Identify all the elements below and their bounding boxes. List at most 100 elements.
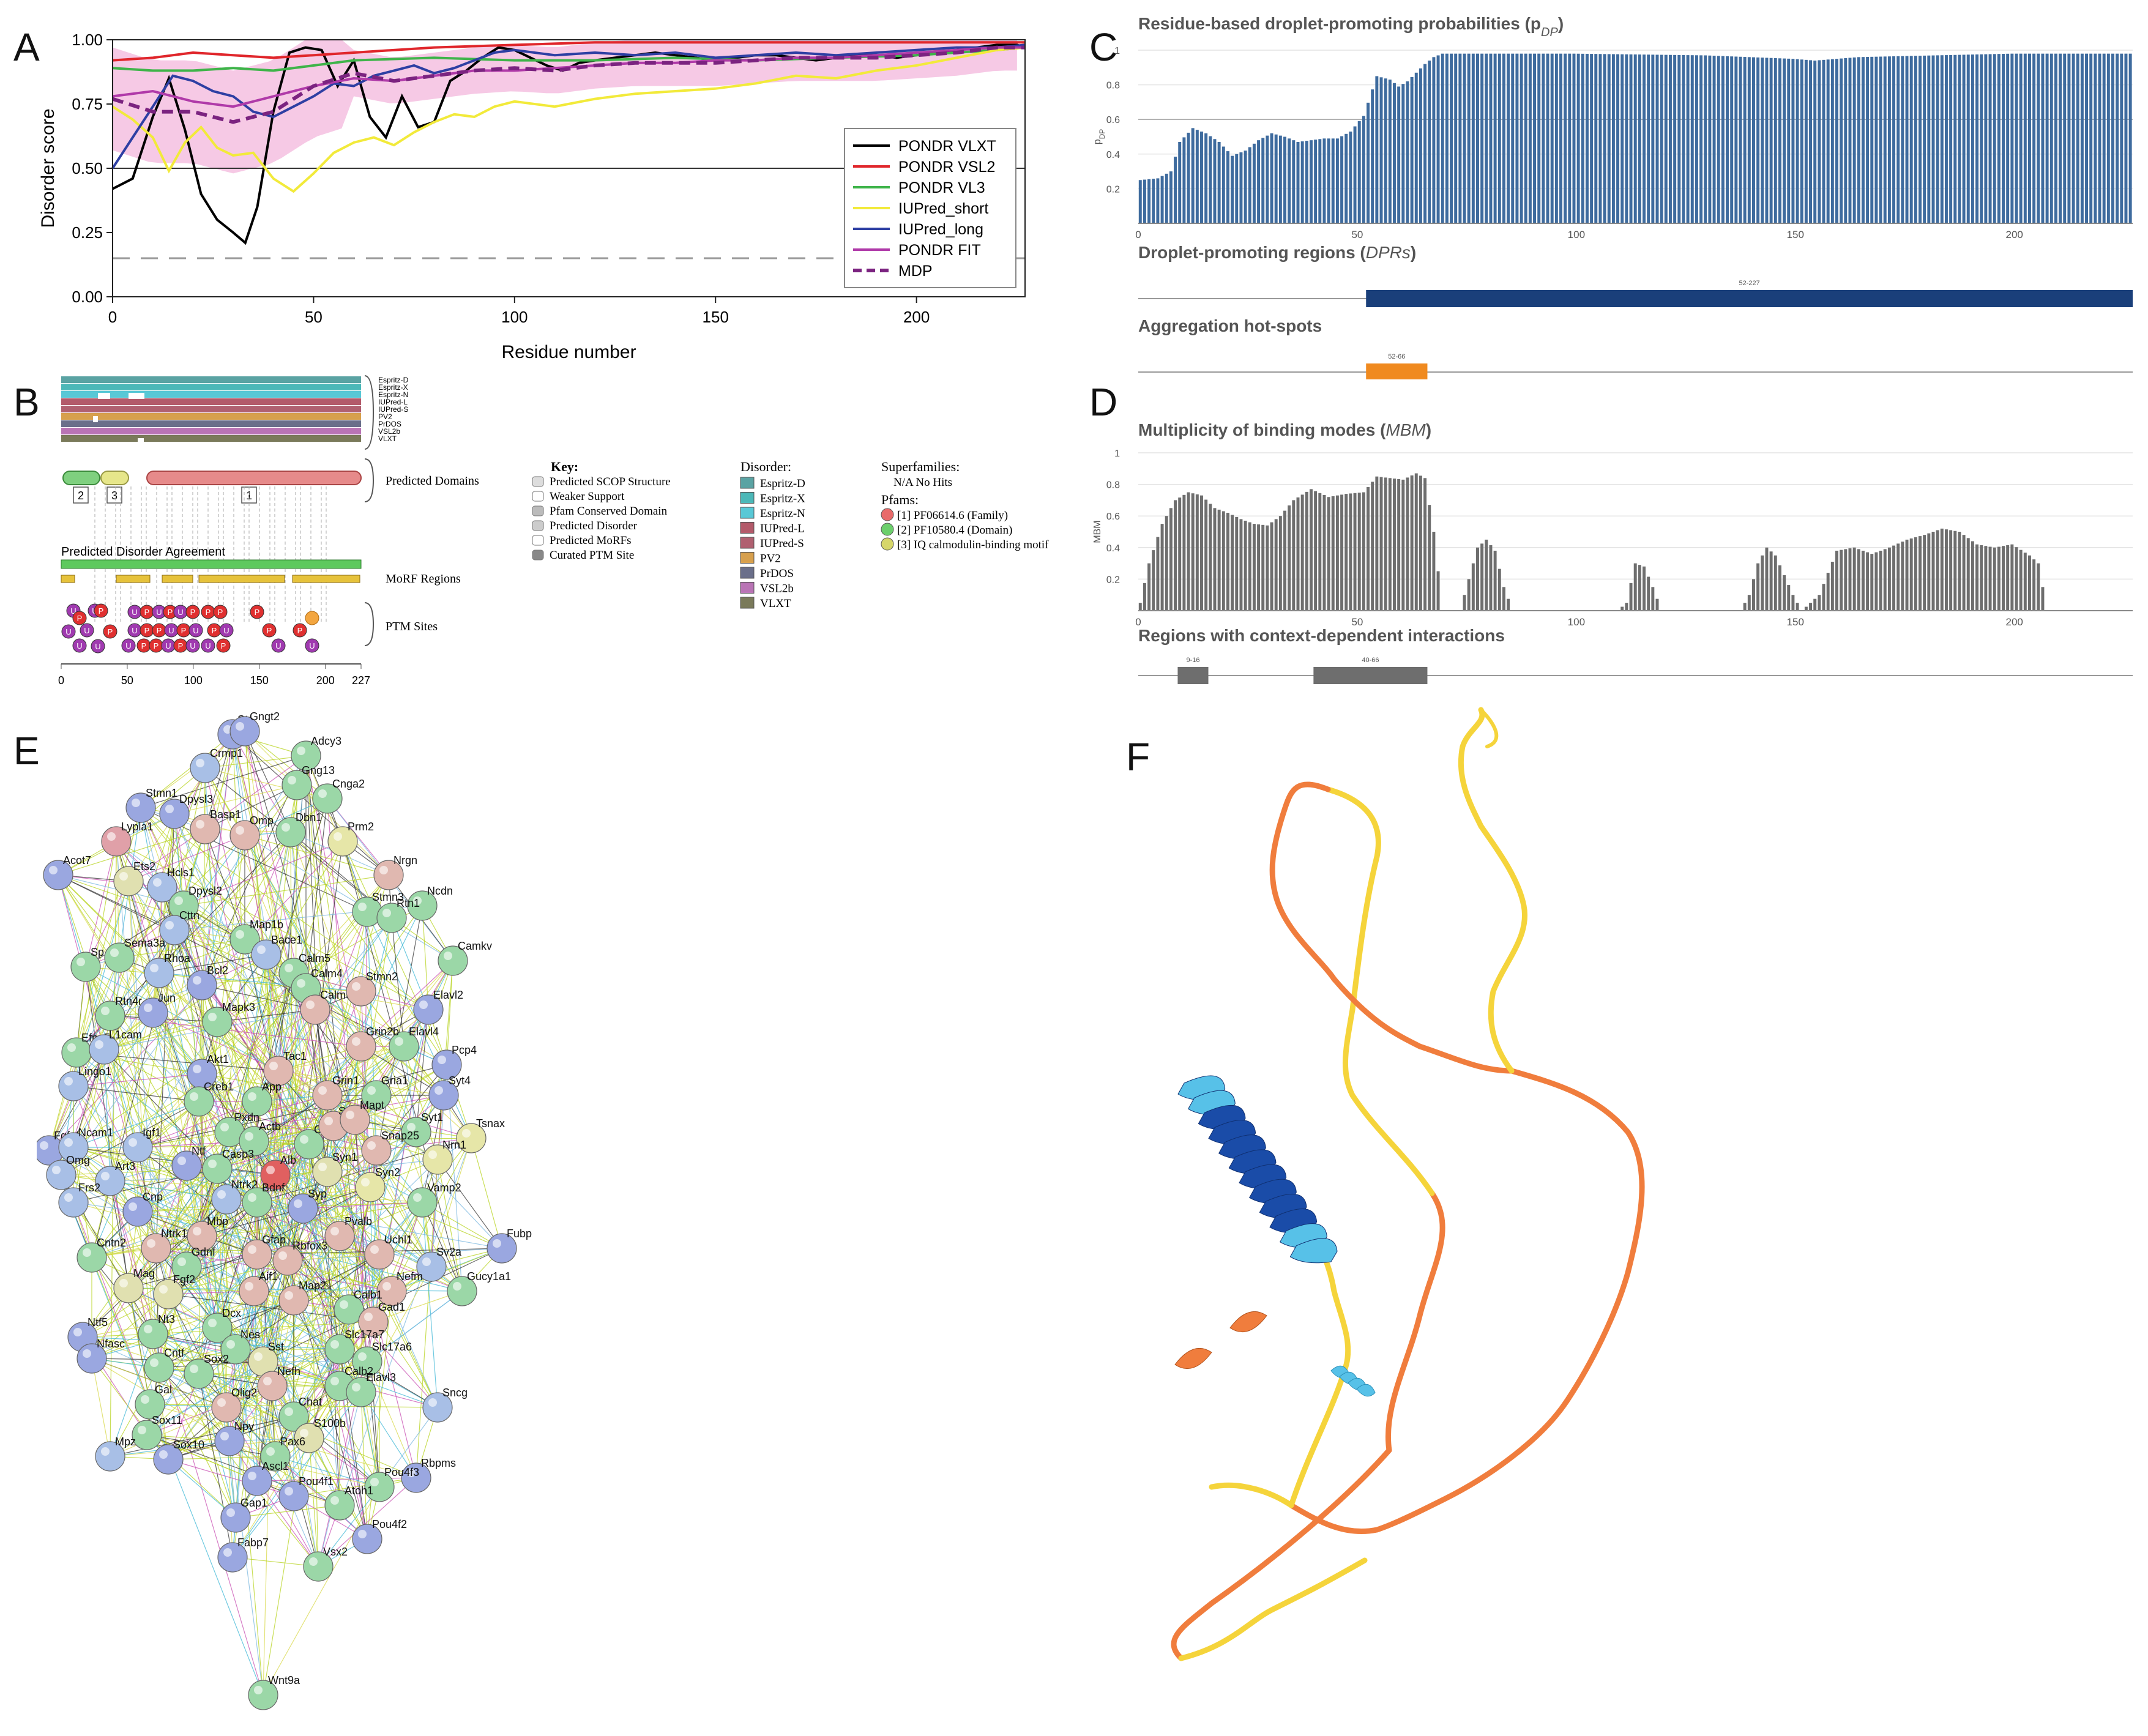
node-label: Syn1 bbox=[332, 1151, 357, 1163]
node-label: Pou4f2 bbox=[372, 1518, 407, 1530]
network-edge bbox=[360, 1391, 380, 1488]
network-edge bbox=[403, 1046, 438, 1160]
x-tick-label: 150 bbox=[703, 308, 729, 326]
y-tick-label: 0.4 bbox=[1106, 150, 1120, 160]
track-gap bbox=[138, 438, 144, 444]
residue-bar bbox=[1783, 575, 1786, 611]
residue-bar bbox=[1879, 56, 1882, 224]
node-label: Crmp1 bbox=[210, 747, 243, 759]
residue-bar bbox=[1292, 140, 1296, 223]
residue-bar bbox=[1392, 479, 1396, 611]
network-edge bbox=[302, 1202, 423, 1209]
node-label: Sox11 bbox=[152, 1414, 182, 1426]
residue-bar bbox=[1866, 552, 1870, 611]
residue-bar bbox=[1138, 180, 1142, 223]
residue-bar bbox=[1209, 136, 1212, 223]
coil-segment bbox=[1325, 786, 1381, 1013]
ptm-letter: U bbox=[70, 606, 76, 616]
node-label: Cntf bbox=[164, 1347, 185, 1359]
residue-bar bbox=[1318, 493, 1322, 611]
ptm-letter: P bbox=[297, 626, 303, 635]
residue-bar bbox=[1305, 141, 1308, 223]
node-highlight bbox=[248, 1245, 256, 1254]
network-edge bbox=[293, 1321, 374, 1417]
node-highlight bbox=[370, 1478, 379, 1486]
residue-bar bbox=[1901, 542, 1904, 611]
legend-label: PONDR VSL2 bbox=[898, 158, 995, 176]
ptm-site-p bbox=[72, 611, 87, 625]
coil-segment bbox=[1331, 976, 1515, 1074]
network-node-app: App bbox=[242, 1081, 282, 1117]
node-label: Gria1 bbox=[381, 1075, 408, 1087]
residue-bar bbox=[1905, 539, 1909, 611]
residue-bar bbox=[1178, 141, 1182, 223]
residue-bar bbox=[1261, 524, 1265, 611]
network-node-prm2: Prm2 bbox=[327, 821, 374, 857]
ptm-letter: P bbox=[99, 606, 104, 616]
residue-bar bbox=[2023, 53, 2027, 223]
network-node-gria1: Gria1 bbox=[361, 1075, 408, 1111]
node-highlight bbox=[150, 964, 158, 972]
network-node-map1b: Map1b bbox=[229, 918, 283, 955]
network-edge bbox=[391, 917, 429, 1010]
track-gap bbox=[98, 393, 110, 399]
network-node-jun: Jun bbox=[138, 992, 176, 1028]
node-label: Gal bbox=[155, 1384, 172, 1396]
ptm-letter: P bbox=[168, 608, 173, 617]
residue-bar bbox=[1221, 146, 1225, 223]
residue-bar bbox=[1726, 56, 1729, 223]
node-highlight bbox=[64, 1077, 73, 1086]
domain-marker-label: 1 bbox=[246, 490, 252, 502]
residue-bar bbox=[1931, 55, 1935, 223]
residue-bar bbox=[1414, 72, 1418, 223]
network-node-frs2: Frs2 bbox=[58, 1182, 100, 1218]
node-highlight bbox=[340, 1300, 348, 1309]
residue-bar bbox=[1160, 176, 1164, 223]
ptm-letter: U bbox=[156, 608, 162, 617]
network-edge bbox=[91, 1147, 138, 1258]
residue-bar bbox=[1283, 136, 1286, 223]
node-highlight bbox=[300, 1429, 308, 1437]
node-label: Fgf2 bbox=[173, 1273, 195, 1286]
residue-bar bbox=[1822, 59, 1825, 224]
node-label: Sox10 bbox=[173, 1439, 204, 1451]
residue-tick-label: 0 bbox=[58, 674, 64, 687]
network-edge bbox=[290, 832, 368, 912]
track-title-emphasis: DPRs bbox=[1366, 243, 1411, 262]
node-highlight bbox=[220, 1123, 229, 1131]
node-highlight bbox=[297, 979, 305, 988]
helix-turn bbox=[1289, 1238, 1338, 1264]
residue-bar bbox=[1367, 486, 1370, 611]
y-tick-label: 0.75 bbox=[72, 95, 103, 113]
node-highlight bbox=[159, 1285, 168, 1294]
network-node-crmp1: Crmp1 bbox=[190, 747, 243, 783]
y-tick-label: 0.4 bbox=[1106, 543, 1120, 554]
network-edge bbox=[373, 1291, 463, 1322]
network-node-dpysl3: Dpysl3 bbox=[159, 793, 213, 829]
network-node-nrn1: Nrn1 bbox=[422, 1139, 466, 1175]
ptm-letter: P bbox=[190, 608, 196, 617]
node-label: Stmn1 bbox=[146, 787, 177, 799]
residue-bar bbox=[2063, 53, 2067, 223]
node-highlight bbox=[444, 952, 452, 960]
disorder-legend-label: VSL2b bbox=[760, 583, 794, 595]
network-edge bbox=[119, 939, 245, 958]
node-highlight bbox=[245, 1132, 253, 1141]
residue-bar bbox=[1143, 583, 1146, 611]
node-highlight bbox=[453, 1282, 461, 1291]
residue-bar bbox=[1200, 495, 1203, 611]
residue-bar bbox=[1489, 53, 1493, 223]
network-edge bbox=[91, 1300, 294, 1359]
node-highlight bbox=[364, 1313, 373, 1321]
series-line-iupred-long bbox=[111, 43, 1026, 170]
residue-bar bbox=[1467, 53, 1471, 223]
track-region bbox=[1313, 667, 1428, 684]
node-highlight bbox=[462, 1129, 471, 1138]
network-edge bbox=[226, 1235, 340, 1408]
residue-bar bbox=[1296, 141, 1300, 223]
key-swatch bbox=[532, 549, 544, 561]
network-node-nefh: Nefh bbox=[257, 1365, 300, 1401]
residue-bar bbox=[1357, 121, 1361, 223]
ptm-letter: U bbox=[165, 641, 171, 650]
node-highlight bbox=[419, 1000, 428, 1009]
